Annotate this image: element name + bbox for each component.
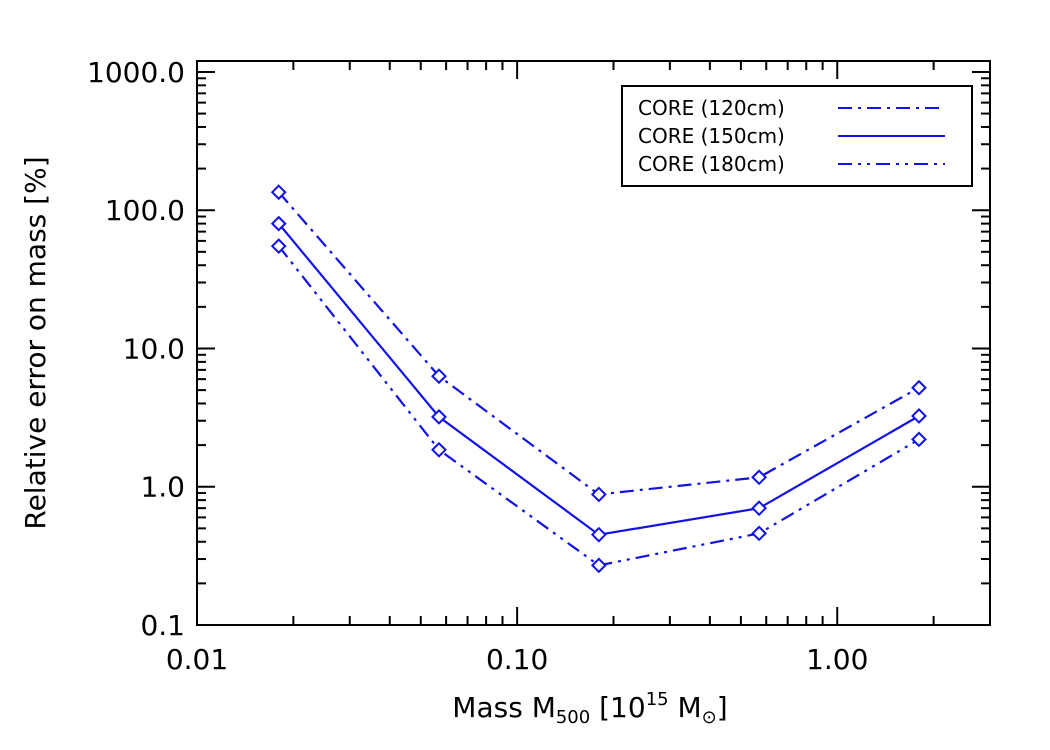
series-core-180cm- (270, 238, 927, 574)
x-axis-title-close: ] (717, 691, 728, 724)
series-core-150cm- (270, 215, 927, 543)
legend-label-150: CORE (150cm) (638, 124, 785, 148)
legend-label-120: CORE (120cm) (638, 96, 785, 120)
series-line (277, 245, 920, 567)
series-line (277, 191, 920, 496)
x-axis-title-unit: M (678, 691, 702, 724)
sun-symbol: ⊙ (702, 707, 717, 728)
data-point-diamond (751, 525, 768, 542)
y-tick-label: 10.0 (123, 332, 185, 365)
x-tick-label: 1.00 (806, 643, 868, 676)
data-point-diamond (911, 379, 927, 396)
data-point-diamond (431, 368, 447, 385)
series-core-120cm- (270, 184, 927, 503)
x-axis-title-main: Mass M (452, 691, 556, 724)
data-point-diamond (270, 238, 287, 255)
y-tick-label: 100.0 (105, 194, 185, 227)
data-point-diamond (911, 431, 927, 448)
x-axis-title-bracket: [10 (599, 691, 646, 724)
data-point-diamond (590, 526, 607, 543)
y-tick-label: 1000.0 (87, 56, 185, 89)
x-axis-ticks: 0.01 0.10 1.00 (166, 61, 991, 676)
y-tick-label: 1.0 (140, 471, 185, 504)
plot-area-border (196, 60, 991, 626)
data-point-diamond (270, 215, 287, 232)
legend-label-180: CORE (180cm) (638, 152, 785, 176)
data-point-diamond (270, 184, 287, 201)
x-tick-label: 0.01 (166, 643, 228, 676)
x-axis-title-sup: 15 (646, 689, 669, 710)
data-point-diamond (911, 408, 927, 424)
data-point-diamond (751, 500, 768, 517)
legend: CORE (120cm) CORE (150cm) CORE (180cm) (621, 85, 973, 187)
x-axis-title-sub: 500 (556, 707, 590, 728)
y-axis-title: Relative error on mass [%] (19, 156, 52, 529)
data-point-diamond (590, 557, 607, 574)
x-tick-label: 0.10 (486, 643, 548, 676)
series-layer (270, 184, 927, 574)
y-axis-ticks: 0.1 1.0 10.0 100.0 1000.0 (87, 56, 990, 642)
data-point-diamond (431, 441, 447, 458)
plot-frame (196, 60, 991, 626)
data-point-diamond (751, 469, 768, 486)
data-point-diamond (590, 486, 607, 503)
x-axis-title: Mass M500 [1015 M⊙] (452, 689, 727, 728)
data-point-diamond (431, 408, 447, 425)
y-tick-label: 0.1 (140, 609, 185, 642)
